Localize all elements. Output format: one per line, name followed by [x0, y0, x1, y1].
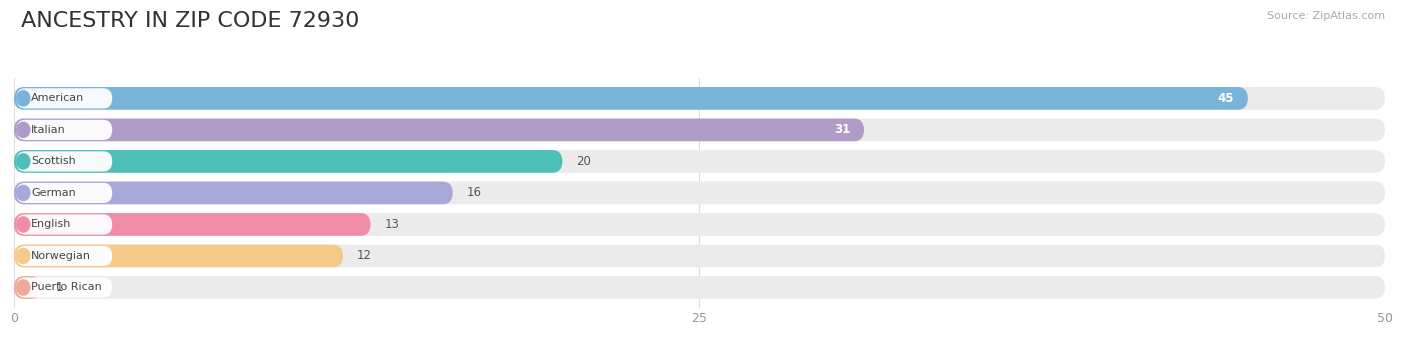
FancyBboxPatch shape [17, 278, 112, 298]
FancyBboxPatch shape [17, 246, 112, 266]
Text: Italian: Italian [31, 125, 66, 135]
Text: English: English [31, 219, 72, 229]
Text: 1: 1 [55, 281, 63, 294]
FancyBboxPatch shape [14, 182, 453, 204]
FancyBboxPatch shape [14, 119, 1385, 141]
FancyBboxPatch shape [14, 276, 42, 299]
Text: Source: ZipAtlas.com: Source: ZipAtlas.com [1267, 11, 1385, 21]
Circle shape [17, 280, 30, 295]
Text: 20: 20 [576, 155, 591, 168]
Text: 16: 16 [467, 187, 481, 199]
FancyBboxPatch shape [14, 87, 1249, 110]
Circle shape [17, 122, 30, 137]
FancyBboxPatch shape [14, 182, 1385, 204]
Text: 45: 45 [1218, 92, 1234, 105]
FancyBboxPatch shape [14, 150, 562, 173]
FancyBboxPatch shape [14, 87, 1385, 110]
Text: 13: 13 [384, 218, 399, 231]
FancyBboxPatch shape [14, 276, 1385, 299]
FancyBboxPatch shape [17, 88, 112, 108]
FancyBboxPatch shape [14, 245, 1385, 267]
Text: 31: 31 [834, 124, 851, 136]
FancyBboxPatch shape [17, 120, 112, 140]
Circle shape [17, 217, 30, 232]
Circle shape [17, 91, 30, 106]
FancyBboxPatch shape [17, 215, 112, 235]
Text: 12: 12 [357, 250, 371, 262]
FancyBboxPatch shape [14, 150, 1385, 173]
Text: Norwegian: Norwegian [31, 251, 91, 261]
FancyBboxPatch shape [17, 183, 112, 203]
FancyBboxPatch shape [14, 213, 1385, 236]
Text: ANCESTRY IN ZIP CODE 72930: ANCESTRY IN ZIP CODE 72930 [21, 11, 360, 30]
FancyBboxPatch shape [14, 213, 371, 236]
Circle shape [17, 154, 30, 169]
FancyBboxPatch shape [17, 151, 112, 171]
FancyBboxPatch shape [14, 119, 863, 141]
Text: Puerto Rican: Puerto Rican [31, 282, 101, 292]
Text: American: American [31, 93, 84, 103]
Circle shape [17, 185, 30, 200]
Circle shape [17, 249, 30, 263]
Text: German: German [31, 188, 76, 198]
FancyBboxPatch shape [14, 245, 343, 267]
Text: Scottish: Scottish [31, 156, 76, 166]
